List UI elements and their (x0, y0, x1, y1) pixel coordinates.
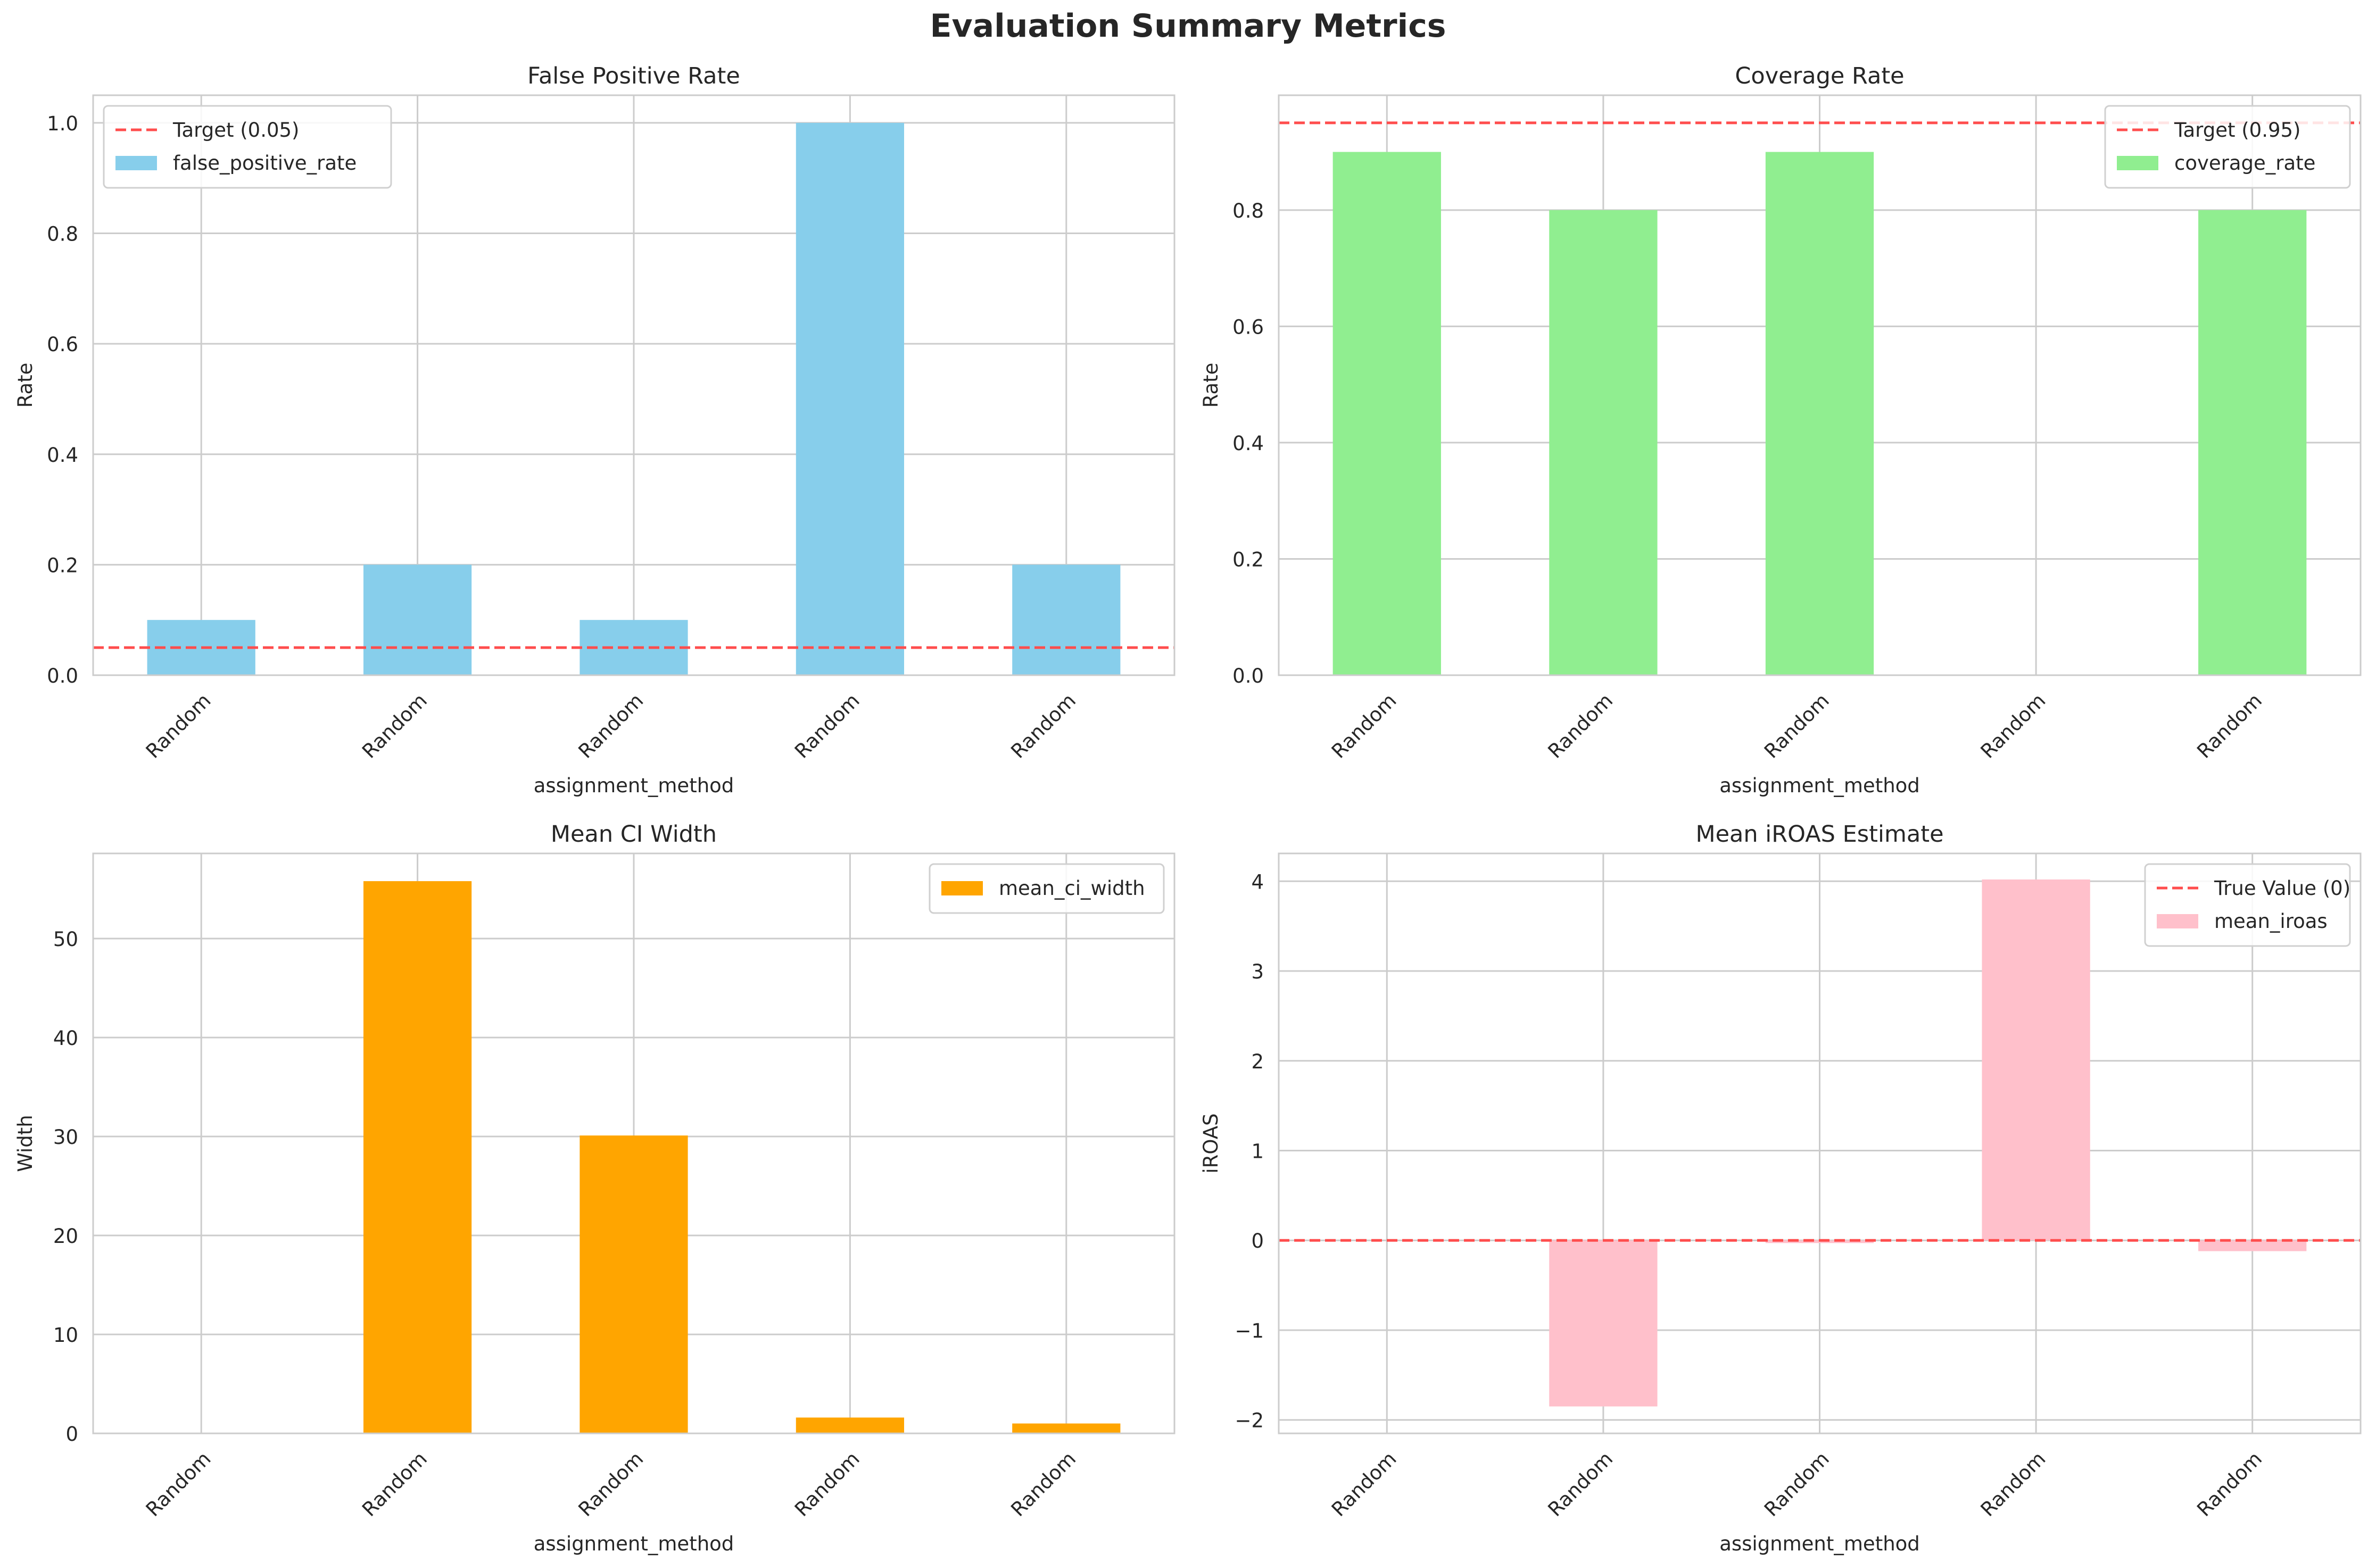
bar-false_positive_rate-2 (363, 565, 472, 675)
legend-box (929, 863, 1165, 914)
x-axis-label: assignment_method (1719, 1532, 1920, 1555)
y-tick-label: 0.8 (47, 223, 78, 246)
chart-title: Mean iROAS Estimate (1695, 821, 1943, 848)
axes-frame (92, 852, 1175, 1434)
x-tick-label: Random (1544, 689, 1618, 763)
x-axis-label: assignment_method (1719, 774, 1920, 797)
y-tick-label: 1 (1251, 1140, 1264, 1163)
y-tick-label: 0.2 (1232, 548, 1264, 571)
axes-frame (1278, 852, 2362, 1434)
y-tick-label: 0 (1251, 1230, 1264, 1252)
x-tick-label: Random (1006, 1447, 1080, 1521)
y-tick-label: 2 (1251, 1050, 1264, 1073)
axes-frame (92, 94, 1175, 676)
x-tick-label: Random (142, 1447, 216, 1521)
y-tick-label: 4 (1251, 870, 1264, 893)
y-tick-label: 0.0 (1232, 665, 1264, 687)
bar-mean_ci_width-2 (363, 881, 472, 1433)
y-tick-label: 30 (53, 1126, 78, 1149)
x-tick-label: Random (790, 689, 864, 763)
chart-title: Mean CI Width (551, 821, 717, 848)
bar-mean_iroas-2 (1549, 1240, 1658, 1407)
bar-coverage_rate-2 (1549, 210, 1658, 675)
bar-mean_iroas-5 (2198, 1240, 2307, 1251)
x-tick-label: Random (2192, 689, 2266, 763)
y-axis-label: iROAS (1199, 1113, 1222, 1173)
bar-coverage_rate-3 (1765, 152, 1874, 675)
legend: mean_ci_width (929, 863, 1165, 914)
legend: Target (0.95) coverage_rate (2104, 105, 2351, 189)
legend-patch-swatch (2157, 914, 2198, 928)
x-tick-label: Random (358, 689, 432, 763)
bar-false_positive_rate-4 (796, 122, 904, 675)
legend-patch-swatch (2117, 156, 2158, 170)
x-axis-label: assignment_method (534, 774, 734, 797)
x-tick-label: Random (2192, 1447, 2266, 1521)
chart-title: Coverage Rate (1735, 63, 1904, 89)
x-tick-label: Random (1976, 1447, 2050, 1521)
y-tick-label: 1.0 (47, 112, 78, 135)
y-tick-label: 3 (1251, 960, 1264, 983)
x-tick-label: Random (574, 1447, 648, 1521)
bar-mean_ci_width-5 (1012, 1423, 1121, 1433)
bar-false_positive_rate-5 (1012, 565, 1121, 675)
y-tick-label: 40 (53, 1027, 78, 1050)
bar-mean_ci_width-4 (796, 1417, 904, 1433)
x-tick-label: Random (1760, 1447, 1834, 1521)
legend: Target (0.05) false_positive_rate (103, 105, 392, 189)
x-tick-label: Random (574, 689, 648, 763)
chart-panel-1: False Positive Rate 0.0 0.2 0.4 0.6 0.8 1.0 Ran… (14, 63, 1175, 797)
y-tick-label: 0.0 (47, 665, 78, 687)
legend-label: Target (0.05) (172, 119, 299, 142)
legend-label: True Value (0) (2214, 877, 2350, 900)
x-tick-label: Random (1327, 689, 1401, 763)
chart-title: False Positive Rate (527, 63, 740, 89)
chart-panel-2: Coverage Rate 0.0 0.2 0.4 0.6 0.8 Random Random… (1199, 63, 2362, 797)
x-tick-label: Random (1327, 1447, 1401, 1521)
legend-label: coverage_rate (2174, 152, 2315, 175)
chart-panel-3: Mean CI Width 0 10 20 30 40 50 Random Random Rand… (14, 821, 1175, 1555)
legend: True Value (0) mean_iroas (2144, 863, 2351, 947)
y-tick-label: 0.4 (1232, 432, 1264, 455)
y-tick-label: 0.6 (1232, 316, 1264, 338)
bar-mean_ci_width-3 (579, 1135, 688, 1433)
y-axis-label: Width (14, 1115, 37, 1172)
y-tick-label: −2 (1235, 1409, 1264, 1432)
y-tick-label: 0.6 (47, 333, 78, 356)
x-tick-label: Random (1006, 689, 1080, 763)
y-tick-label: 50 (53, 928, 78, 951)
x-tick-label: Random (790, 1447, 864, 1521)
y-axis-label: Rate (1199, 363, 1222, 408)
x-tick-label: Random (358, 1447, 432, 1521)
legend-label: mean_iroas (2214, 910, 2328, 933)
legend-box (2104, 105, 2351, 189)
bar-mean_iroas-4 (1982, 879, 2090, 1241)
y-tick-label: −1 (1235, 1320, 1264, 1342)
bar-coverage_rate-1 (1332, 152, 1441, 675)
x-tick-label: Random (1976, 689, 2050, 763)
y-tick-label: 10 (53, 1324, 78, 1347)
y-tick-label: 20 (53, 1225, 78, 1248)
x-axis-label: assignment_method (534, 1532, 734, 1555)
y-tick-label: 0.2 (47, 554, 78, 577)
x-tick-label: Random (1760, 689, 1834, 763)
legend-label: false_positive_rate (173, 152, 357, 175)
legend-patch-swatch (115, 156, 157, 170)
y-tick-label: 0.4 (47, 444, 78, 467)
figure-title: Evaluation Summary Metrics (930, 7, 1446, 45)
legend-box (103, 105, 392, 189)
x-tick-label: Random (1544, 1447, 1618, 1521)
y-tick-label: 0.8 (1232, 200, 1264, 222)
legend-label: mean_ci_width (999, 877, 1145, 900)
bar-mean_iroas-3 (1765, 1240, 1874, 1243)
x-tick-label: Random (142, 689, 216, 763)
chart-panel-4: Mean iROAS Estimate −2 −1 0 1 2 3 4 Random Random… (1199, 821, 2362, 1555)
y-tick-label: 0 (65, 1423, 78, 1446)
y-axis-label: Rate (14, 363, 37, 408)
axes-frame (1278, 94, 2362, 676)
legend-label: Target (0.95) (2174, 119, 2300, 142)
legend-patch-swatch (941, 881, 983, 895)
bar-coverage_rate-5 (2198, 210, 2307, 675)
